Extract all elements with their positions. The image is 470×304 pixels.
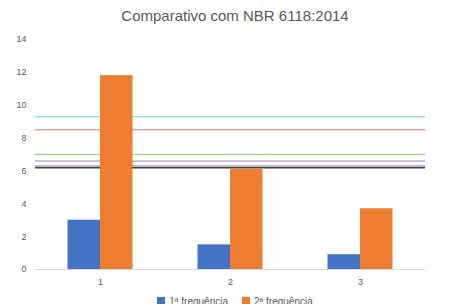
- svg-text:10: 10: [16, 100, 26, 110]
- svg-text:14: 14: [16, 34, 26, 44]
- svg-text:1: 1: [98, 277, 103, 287]
- svg-text:8: 8: [21, 133, 26, 143]
- svg-text:4: 4: [21, 199, 26, 209]
- svg-text:6: 6: [21, 166, 26, 176]
- svg-text:12: 12: [16, 67, 26, 77]
- svg-text:3: 3: [358, 277, 363, 287]
- svg-text:2: 2: [228, 277, 233, 287]
- html-text:Comparativo com NBR 6118:2014: Comparativo com NBR 6118:2014: [121, 7, 349, 24]
- svg-text:0: 0: [21, 264, 26, 274]
- svg-text:2: 2: [21, 232, 26, 242]
